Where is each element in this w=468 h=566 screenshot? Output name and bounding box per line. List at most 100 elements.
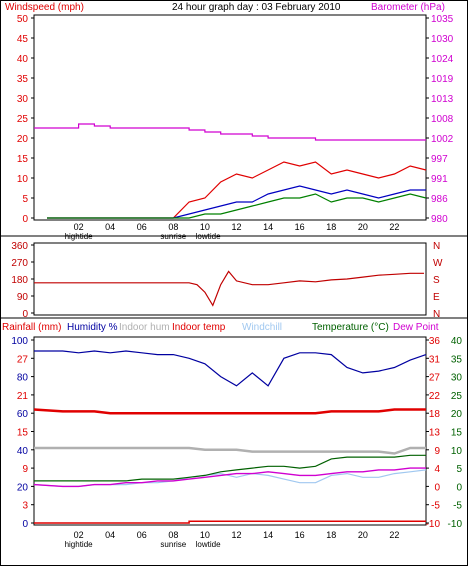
- indoor-temp-y-tick-label: 36: [429, 336, 441, 347]
- baro-y-tick-label: 1030: [431, 34, 454, 45]
- baro-y-tick-label: 1035: [431, 14, 454, 25]
- humidity-line: [34, 350, 427, 387]
- indoor-temp-y-tick-label: -10: [426, 519, 441, 530]
- wind-y-tick-label: 5: [22, 194, 28, 205]
- legend-humidity: Humidity %: [67, 322, 118, 333]
- wind-y-tick-label: 30: [17, 94, 29, 105]
- wind-x-tick-label: 12: [231, 222, 241, 232]
- legend-dewpoint: Dew Point: [393, 322, 439, 333]
- wind-x-tick-label: 16: [295, 222, 305, 232]
- header-barometer-label: Barometer (hPa): [371, 2, 445, 13]
- baro-y-tick-label: 1002: [431, 134, 454, 145]
- humidity-y-tick-label: 80: [17, 373, 29, 384]
- humidity-y-tick-label: 21: [17, 391, 29, 402]
- temp-y-tick-label: 30: [451, 373, 463, 384]
- dir-y-tick-label: 90: [17, 292, 29, 303]
- header-title: 24 hour graph day : 03 February 2010: [172, 2, 341, 13]
- dir-compass-label: N: [433, 309, 440, 320]
- temp-x-event-label: sunrise: [160, 540, 186, 549]
- wind-y-tick-label: 25: [17, 114, 29, 125]
- humidity-y-tick-label: 60: [17, 409, 29, 420]
- baro-y-tick-label: 997: [431, 154, 448, 165]
- temp-x-tick-label: 16: [295, 530, 305, 540]
- temp-x-event-label: hightide: [65, 540, 94, 549]
- humidity-y-tick-label: 40: [17, 446, 29, 457]
- legend-rainfall: Rainfall (mm): [2, 322, 61, 333]
- indoor-temp-y-tick-label: 13: [429, 428, 441, 439]
- legend-windchill: Windchill: [242, 322, 282, 333]
- wind-y-tick-label: 10: [17, 174, 29, 185]
- dir-y-tick-label: 360: [11, 241, 28, 252]
- temp-x-tick-label: 02: [74, 530, 84, 540]
- indoor-temp-y-tick-label: 22: [429, 391, 441, 402]
- legend-temperature: Temperature (°C): [312, 322, 389, 333]
- indoor-temp-y-tick-label: 4: [434, 464, 440, 475]
- wind-x-tick-label: 14: [263, 222, 273, 232]
- temp-y-tick-label: 15: [451, 428, 463, 439]
- wind-x-tick-label: 18: [326, 222, 336, 232]
- humidity-y-tick-label: 3: [22, 501, 28, 512]
- temperature-line: [34, 454, 426, 482]
- humidity-y-tick-label: 20: [17, 482, 29, 493]
- indoor-temp-y-tick-label: 9: [434, 446, 440, 457]
- baro-y-tick-label: 986: [431, 194, 448, 205]
- humidity-y-tick-label: 27: [17, 354, 29, 365]
- dir-y-tick-label: 270: [11, 258, 28, 269]
- humidity-y-tick-label: 0: [22, 519, 28, 530]
- temp-y-tick-label: 40: [451, 336, 463, 347]
- wind-x-tick-label: 10: [200, 222, 210, 232]
- windchill-line: [33, 469, 427, 487]
- indoor-temp-y-tick-label: 31: [429, 354, 441, 365]
- header-windspeed-label: Windspeed (mph): [5, 2, 84, 13]
- humidity-y-tick-label: 15: [17, 428, 29, 439]
- baro-y-tick-label: 1019: [431, 74, 454, 85]
- legend-indoor-hum: Indoor hum: [119, 322, 170, 333]
- wind-x-tick-label: 04: [105, 222, 115, 232]
- wind-direction-line: [34, 270, 424, 307]
- dir-compass-label: S: [433, 275, 440, 286]
- temp-x-tick-label: 18: [326, 530, 336, 540]
- indoor-temp-y-tick-label: 0: [434, 482, 440, 493]
- humidity-y-tick-label: 9: [22, 464, 28, 475]
- wind-x-event-label: lowtide: [196, 232, 221, 241]
- temp-x-tick-label: 06: [137, 530, 147, 540]
- temp-x-tick-label: 20: [358, 530, 368, 540]
- wind-x-tick-label: 20: [358, 222, 368, 232]
- wind-y-tick-label: 0: [22, 214, 28, 225]
- temp-x-tick-label: 22: [389, 530, 399, 540]
- rainfall-line: [34, 520, 426, 524]
- temp-x-event-label: lowtide: [196, 540, 221, 549]
- humidity-y-tick-label: 100: [11, 336, 28, 347]
- temp-y-tick-label: 5: [456, 464, 462, 475]
- wind-panel-frame: [33, 14, 427, 221]
- wind-x-tick-label: 06: [137, 222, 147, 232]
- temp-y-tick-label: 10: [451, 446, 463, 457]
- temp-x-tick-label: 08: [168, 530, 178, 540]
- dir-y-tick-label: 180: [11, 275, 28, 286]
- wind-y-tick-label: 35: [17, 74, 29, 85]
- temp-x-tick-label: 12: [231, 530, 241, 540]
- wind-x-event-label: hightide: [65, 232, 94, 241]
- baro-y-tick-label: 1024: [431, 54, 454, 65]
- wind-y-tick-label: 40: [17, 54, 29, 65]
- wind-y-tick-label: 15: [17, 154, 29, 165]
- wind-low-line: [47, 193, 427, 219]
- temp-y-tick-label: 0: [456, 482, 462, 493]
- wind-x-tick-label: 02: [74, 222, 84, 232]
- baro-y-tick-label: 991: [431, 174, 448, 185]
- indoor-hum-line: [34, 446, 426, 455]
- barometer-line: [34, 123, 426, 141]
- temp-y-tick-label: 20: [451, 409, 463, 420]
- chart-marks: 0510152025303540455098098699199710021008…: [11, 14, 462, 549]
- baro-y-tick-label: 1013: [431, 94, 454, 105]
- wind-y-tick-label: 20: [17, 134, 29, 145]
- wind-x-tick-label: 22: [389, 222, 399, 232]
- temp-x-tick-label: 04: [105, 530, 115, 540]
- dir-compass-label: E: [433, 292, 440, 303]
- legend-indoor-temp: Indoor temp: [172, 322, 226, 333]
- indoor-temp-y-tick-label: -5: [431, 501, 440, 512]
- wind-x-tick-label: 08: [168, 222, 178, 232]
- temp-y-tick-label: -5: [453, 501, 462, 512]
- baro-y-tick-label: 1008: [431, 114, 454, 125]
